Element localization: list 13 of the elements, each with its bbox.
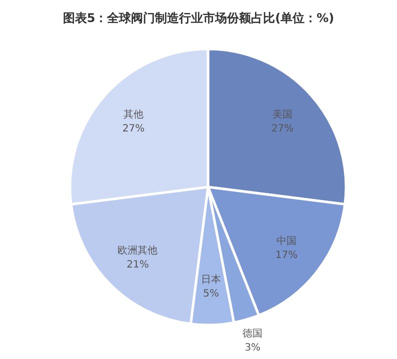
slice-label: 中国	[276, 234, 297, 247]
chart-title: 图表5：全球阀门制造行业市场份额占比(单位：%)	[62, 11, 334, 25]
data-label: 17%	[275, 250, 298, 261]
slice-label: 德国	[242, 328, 263, 340]
slice-label: 欧洲其他	[118, 244, 158, 256]
data-label: 21%	[126, 259, 149, 270]
data-label: 3%	[244, 342, 261, 354]
data-label: 27%	[271, 123, 294, 134]
data-label: 27%	[122, 123, 145, 134]
slice-label: 美国	[272, 108, 293, 120]
data-label: 5%	[203, 288, 220, 300]
slice-label: 其他	[123, 108, 144, 120]
slice-label: 日本	[201, 273, 222, 286]
